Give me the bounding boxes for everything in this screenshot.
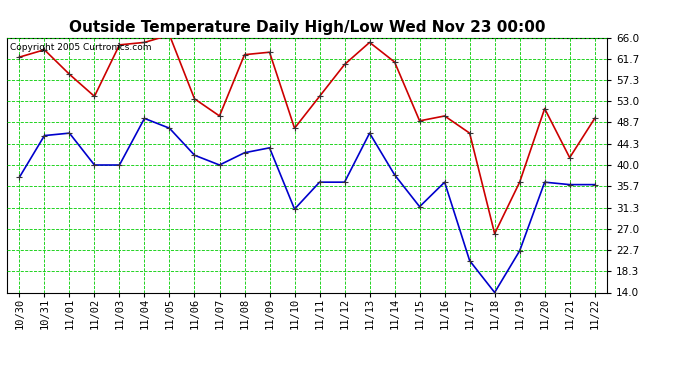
Title: Outside Temperature Daily High/Low Wed Nov 23 00:00: Outside Temperature Daily High/Low Wed N…: [69, 20, 545, 35]
Text: Copyright 2005 Curtronics.com: Copyright 2005 Curtronics.com: [10, 43, 151, 52]
